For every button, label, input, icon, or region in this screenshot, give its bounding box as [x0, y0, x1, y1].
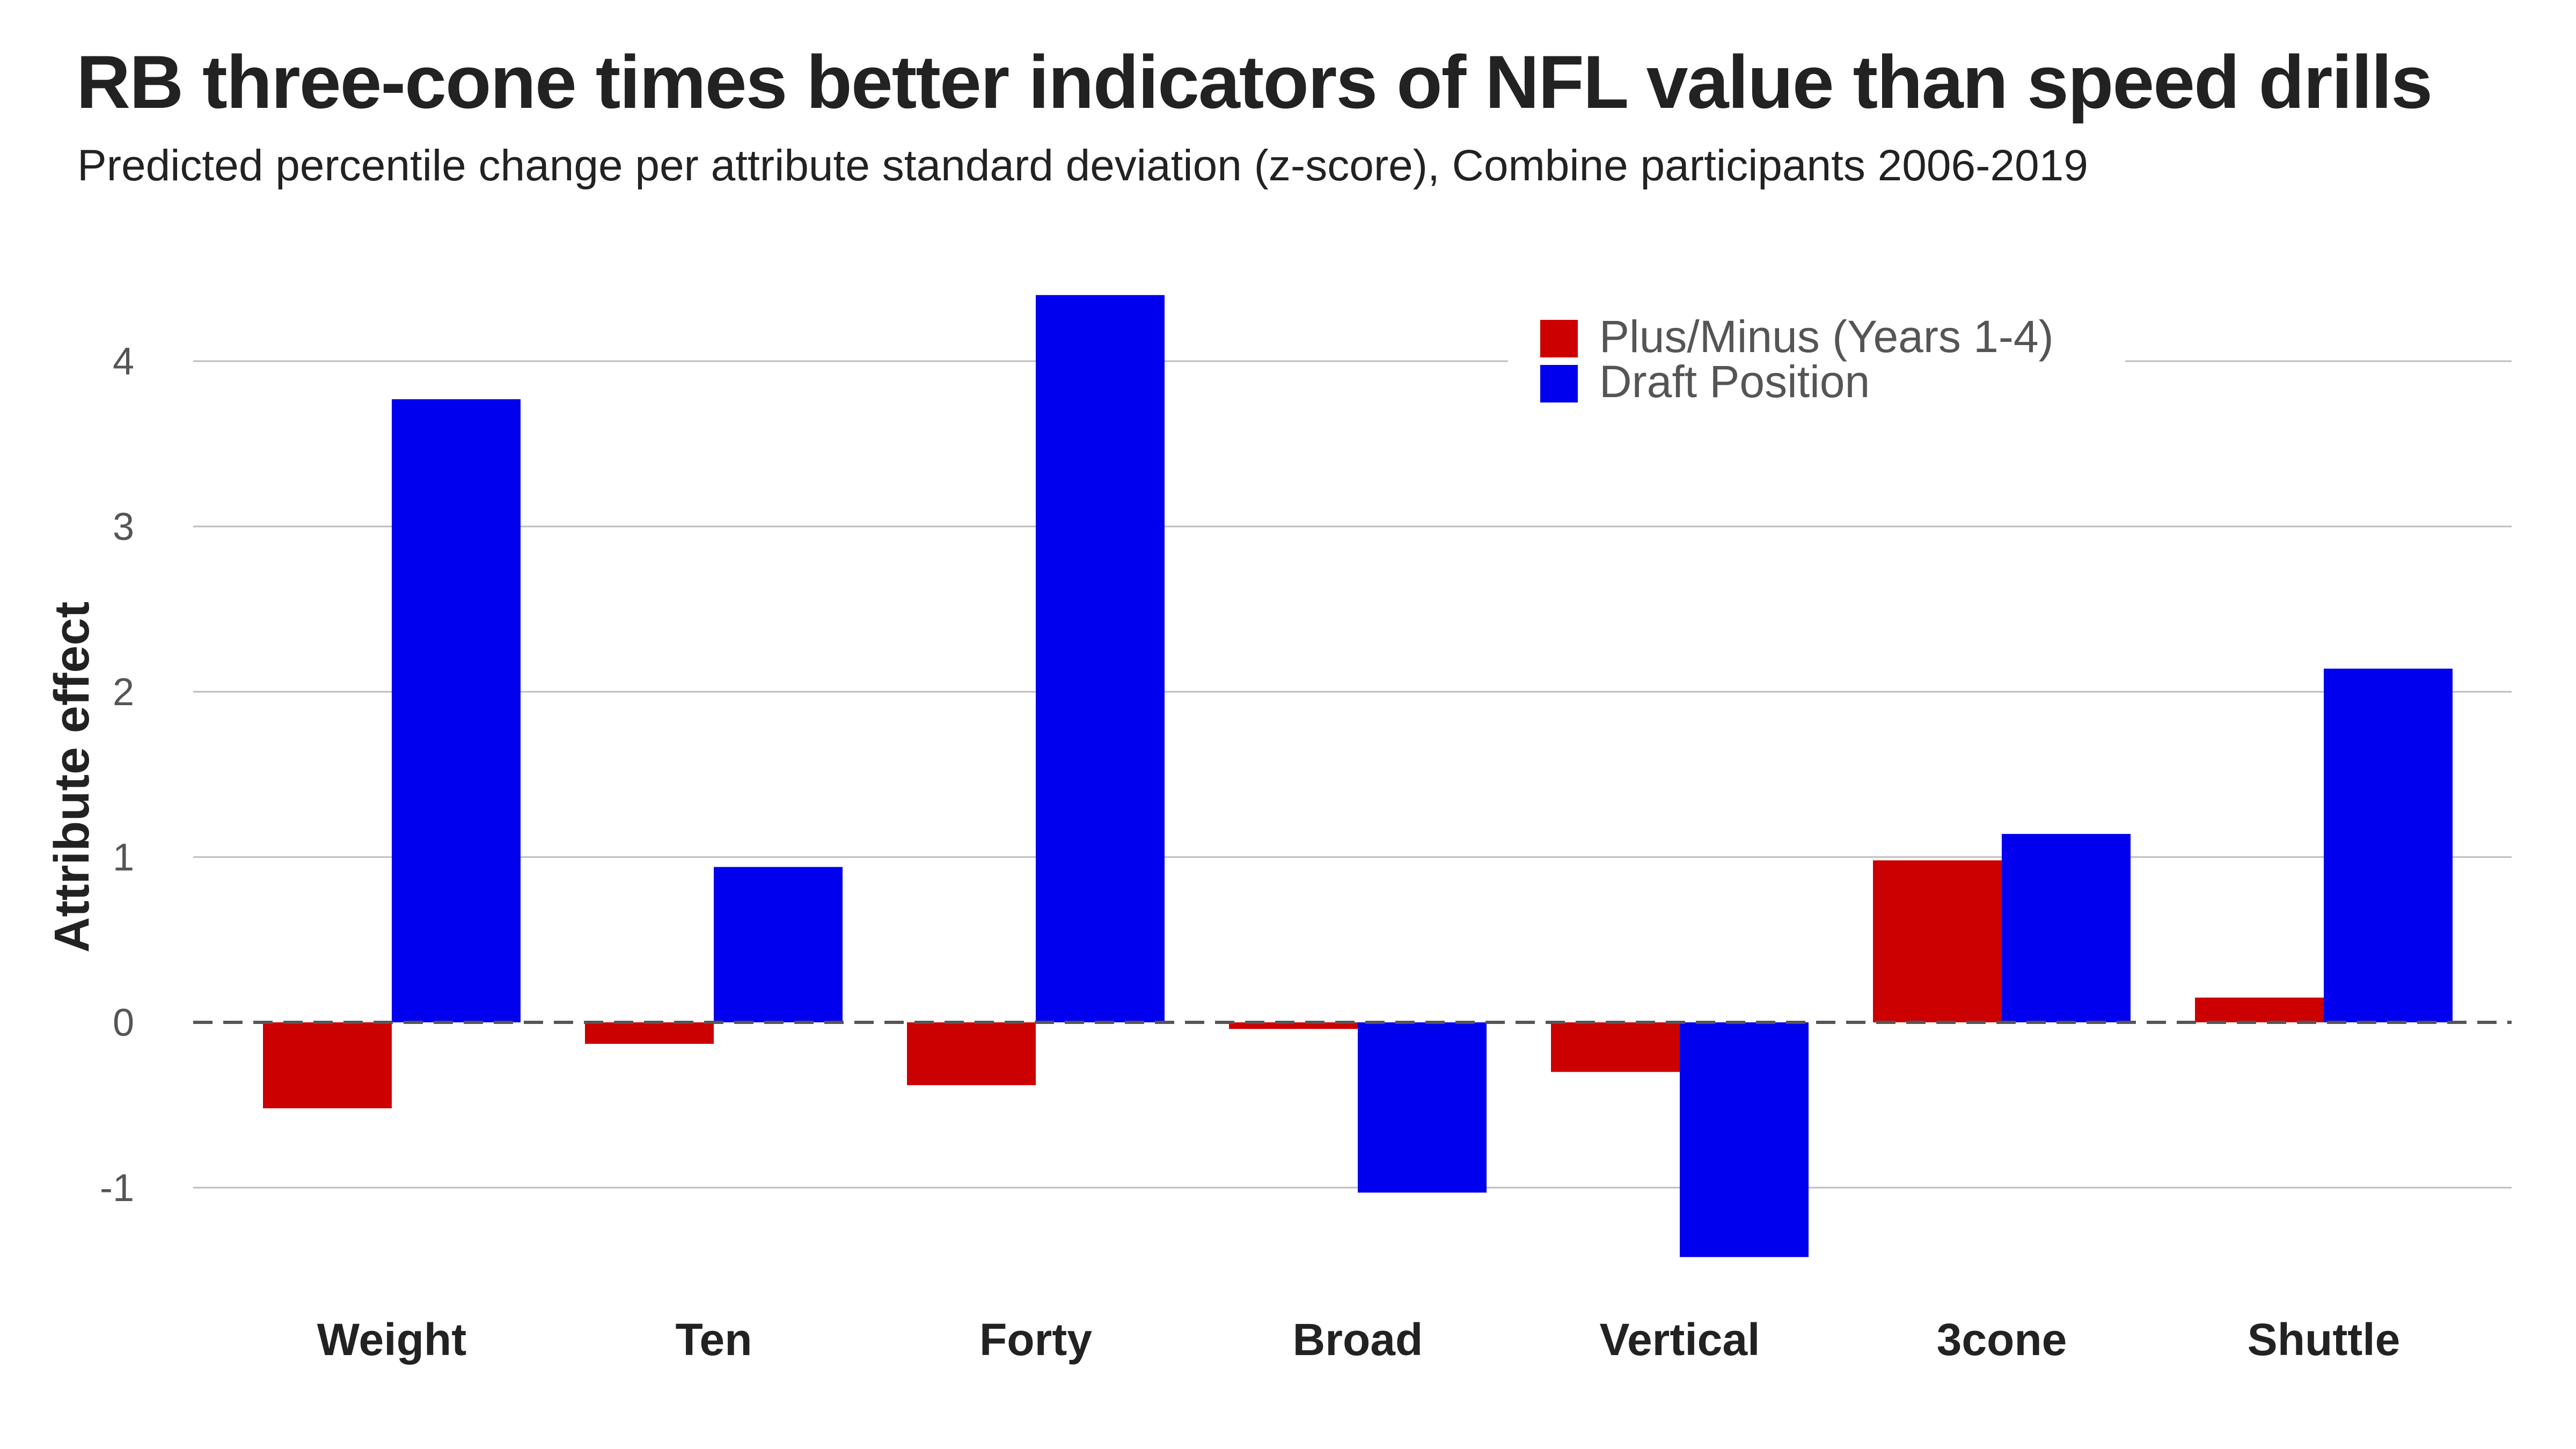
legend-swatch [1540, 320, 1578, 357]
x-category-label: Broad [1293, 1314, 1423, 1365]
bar-3cone-draft-position [2002, 833, 2131, 1022]
legend-label: Draft Position [1599, 356, 1870, 407]
gridlines [193, 360, 2512, 1189]
bar-3cone-plus-minus [1873, 860, 2002, 1022]
y-tick-label: 1 [113, 836, 134, 879]
bar-forty-plus-minus [907, 1022, 1036, 1086]
x-category-label: Ten [675, 1314, 752, 1365]
x-axis-categories: Weight Ten Forty Broad Vertical 3cone Shuttle [317, 1314, 2401, 1365]
chart-title: RB three-cone times better indicators of… [76, 40, 2433, 124]
y-tick-label: 4 [113, 340, 134, 383]
x-category-label: 3cone [1937, 1314, 2067, 1365]
y-axis-ticks: -1 0 1 2 3 4 [100, 340, 134, 1210]
bar-weight-draft-position [392, 399, 521, 1022]
bar-ten-draft-position [714, 867, 843, 1022]
bar-shuttle-plus-minus [2195, 997, 2324, 1022]
x-category-label: Forty [979, 1314, 1092, 1365]
bar-ten-plus-minus [585, 1022, 714, 1044]
y-tick-label: 3 [113, 506, 134, 548]
x-category-label: Weight [317, 1314, 466, 1365]
legend-background [1508, 303, 2125, 419]
bar-shuttle-draft-position [2324, 668, 2453, 1022]
legend-swatch [1540, 365, 1578, 402]
bar-broad-draft-position [1358, 1022, 1487, 1193]
bar-weight-plus-minus [263, 1022, 392, 1109]
legend: Plus/Minus (Years 1-4)Draft Position [1508, 303, 2125, 419]
bar-forty-draft-position [1036, 295, 1165, 1022]
bar-vertical-draft-position [1680, 1022, 1809, 1257]
chart-subtitle: Predicted percentile change per attribut… [77, 141, 2088, 190]
x-category-label: Vertical [1600, 1314, 1760, 1365]
bars [263, 295, 2453, 1257]
bar-vertical-plus-minus [1551, 1022, 1680, 1072]
y-tick-label: 0 [113, 1001, 134, 1044]
y-tick-label: 2 [113, 671, 134, 714]
bar-broad-plus-minus [1229, 1022, 1358, 1029]
legend-label: Plus/Minus (Years 1-4) [1599, 311, 2054, 362]
y-axis-label: Attribute effect [45, 602, 99, 953]
x-category-label: Shuttle [2248, 1314, 2401, 1365]
y-tick-label: -1 [100, 1167, 134, 1210]
